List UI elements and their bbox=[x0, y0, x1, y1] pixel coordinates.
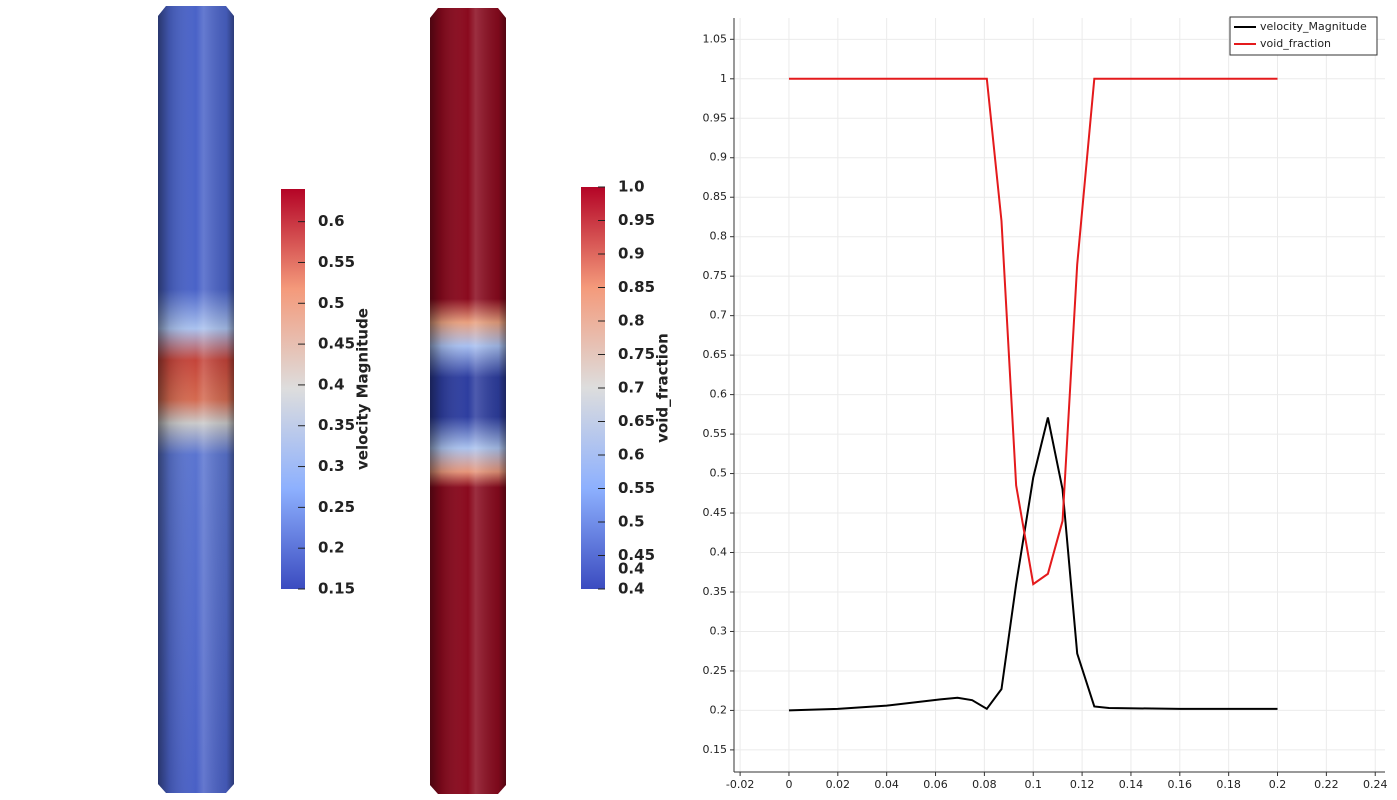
x-tick-label: 0.02 bbox=[826, 778, 851, 791]
colorbar-tick-label: 0.9 bbox=[618, 245, 645, 263]
y-tick-label: 0.55 bbox=[703, 427, 728, 440]
colorbar-tick-label: 0.3 bbox=[318, 457, 345, 475]
legend-label: velocity_Magnitude bbox=[1260, 20, 1367, 33]
colorbar-tick-label: 0.4 bbox=[318, 375, 345, 393]
x-tick-label: 0.2 bbox=[1269, 778, 1287, 791]
x-tick-label: 0.06 bbox=[923, 778, 948, 791]
series-line bbox=[788, 77, 1278, 586]
colorbar-tick-label: 0.55 bbox=[318, 253, 355, 271]
y-tick-label: 0.6 bbox=[710, 388, 728, 401]
colorbar-tick-label: 0.15 bbox=[318, 580, 355, 598]
colorbar-tick-label: 0.2 bbox=[318, 539, 345, 557]
y-tick-label: 0.8 bbox=[710, 230, 728, 243]
x-tick-label: 0.14 bbox=[1119, 778, 1144, 791]
y-tick-label: 0.35 bbox=[703, 585, 728, 598]
x-tick-label: 0.16 bbox=[1168, 778, 1193, 791]
y-tick-label: 0.95 bbox=[703, 111, 728, 124]
y-tick-label: 0.15 bbox=[703, 743, 728, 756]
y-tick-label: 0.45 bbox=[703, 506, 728, 519]
x-tick-label: 0.22 bbox=[1314, 778, 1339, 791]
colorbar-tick-label: 0.35 bbox=[318, 416, 355, 434]
x-tick-label: 0.24 bbox=[1363, 778, 1388, 791]
x-tick-label: -0.02 bbox=[726, 778, 754, 791]
colorbar-tick-label: 0.45 bbox=[318, 335, 355, 353]
x-tick-label: 0 bbox=[785, 778, 792, 791]
colorbar-tick-label: 0.6 bbox=[618, 446, 645, 464]
void-cylinder bbox=[430, 8, 506, 794]
colorbars: 0.150.20.250.30.350.40.450.50.550.6veloc… bbox=[281, 178, 672, 598]
y-tick-label: 0.65 bbox=[703, 348, 728, 361]
colorbar-tick-label: 0.55 bbox=[618, 479, 655, 497]
x-tick-label: 0.12 bbox=[1070, 778, 1095, 791]
y-tick-label: 0.7 bbox=[710, 309, 728, 322]
colorbar-tick-label: 0.75 bbox=[618, 345, 655, 363]
colorbar-tick-label: 0.4 bbox=[618, 580, 645, 598]
colorbar-tick-label: 0.85 bbox=[618, 278, 655, 296]
x-tick-label: 0.18 bbox=[1216, 778, 1241, 791]
colorbar-tick-label: 0.6 bbox=[318, 212, 345, 230]
colorbar bbox=[281, 189, 305, 589]
colorbar-tick-label: 1.0 bbox=[618, 178, 645, 196]
velocity-cylinder bbox=[158, 6, 234, 793]
colorbar-tick-label: 0.4 bbox=[618, 560, 645, 578]
y-tick-label: 0.3 bbox=[710, 624, 728, 637]
colorbar-title: velocity Magnitude bbox=[354, 308, 372, 470]
x-tick-label: 0.04 bbox=[874, 778, 899, 791]
y-tick-label: 0.25 bbox=[703, 664, 728, 677]
colorbar-title: void_fraction bbox=[654, 333, 672, 443]
colorbar-tick-label: 0.5 bbox=[318, 294, 345, 312]
colorbar-tick-label: 0.25 bbox=[318, 498, 355, 516]
y-tick-label: 0.5 bbox=[710, 467, 728, 480]
legend-label: void_fraction bbox=[1260, 37, 1331, 50]
y-tick-label: 1 bbox=[720, 72, 727, 85]
line-plot: 0.15 0.2 0.25 0.3 0.35 0.4 0.45 0.5 0.55 0.6 0.65 0… bbox=[703, 16, 1388, 791]
colorbar-tick-label: 0.8 bbox=[618, 312, 645, 330]
colorbar-tick-label: 0.45 bbox=[618, 546, 655, 564]
y-tick-label: 0.75 bbox=[703, 269, 728, 282]
y-tick-label: 0.4 bbox=[710, 546, 728, 559]
legend bbox=[1229, 16, 1378, 56]
colorbar-tick-label: 0.5 bbox=[618, 513, 645, 531]
y-tick-label: 1.05 bbox=[703, 32, 728, 45]
y-tick-label: 0.2 bbox=[710, 703, 728, 716]
x-tick-label: 0.08 bbox=[972, 778, 997, 791]
series-line bbox=[788, 417, 1278, 712]
colorbar-tick-label: 0.65 bbox=[618, 412, 655, 430]
y-tick-label: 0.85 bbox=[703, 190, 728, 203]
y-tick-label: 0.9 bbox=[710, 151, 728, 164]
colorbar-tick-label: 0.7 bbox=[618, 379, 645, 397]
colorbar-tick-label: 0.95 bbox=[618, 211, 655, 229]
x-tick-label: 0.1 bbox=[1024, 778, 1042, 791]
